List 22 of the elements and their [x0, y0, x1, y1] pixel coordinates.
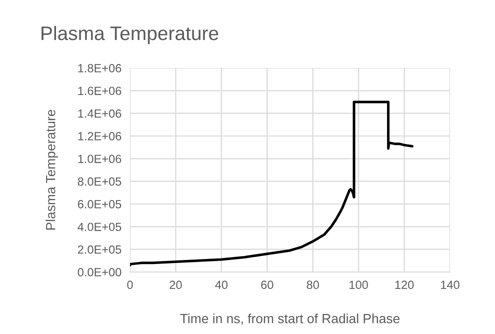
- x-tick-label: 80: [306, 280, 319, 290]
- line-series: [130, 100, 414, 266]
- y-tick-label: 1.6E+06: [78, 86, 122, 96]
- x-tick-label: 60: [261, 280, 274, 290]
- chart-title: Plasma Temperature: [42, 26, 218, 44]
- y-tick-label: 2.0E+05: [78, 245, 122, 254]
- y-tick-label: 4.0E+05: [78, 222, 122, 232]
- y-tick-label: 1.8E+06: [78, 64, 122, 72]
- x-axis-title: Time in ns, from start of Radial Phase: [180, 314, 400, 325]
- y-tick-label: 0.0E+00: [78, 268, 122, 276]
- y-tick-label: 1.2E+06: [78, 132, 122, 140]
- y-tick-label: 1.4E+06: [78, 109, 122, 118]
- y-axis-title: Plasma Temperature: [46, 110, 58, 230]
- y-tick-label: 8.0E+05: [78, 177, 122, 186]
- x-tick-label: 40: [215, 280, 228, 290]
- y-tick-label: 1.0E+06: [78, 154, 122, 164]
- x-tick-label: 120: [395, 280, 414, 290]
- x-tick-label: 0: [127, 280, 133, 290]
- x-tick-label: 20: [170, 280, 182, 290]
- x-tick-label: 100: [350, 280, 368, 290]
- x-tick-label: 140: [441, 280, 460, 290]
- y-tick-label: 6.0E+05: [78, 200, 122, 208]
